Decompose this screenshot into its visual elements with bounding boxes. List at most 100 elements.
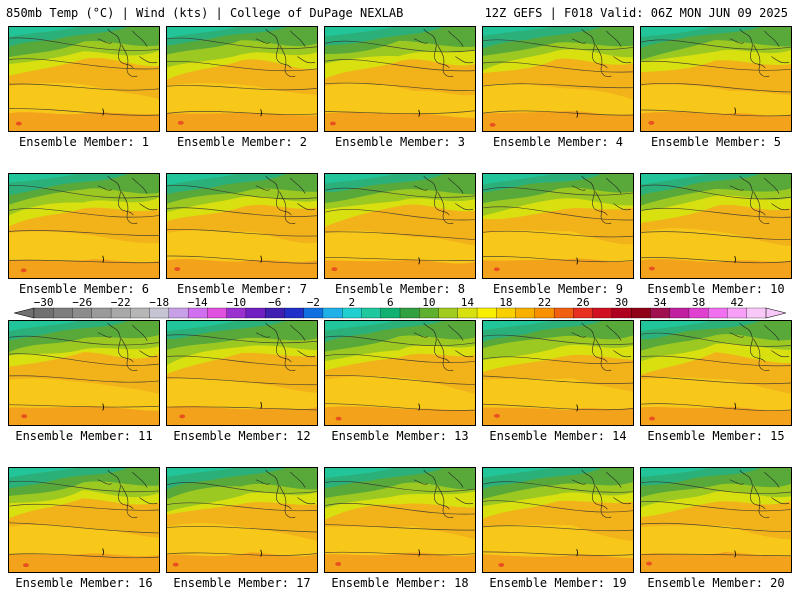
colorbar-segment <box>168 307 189 319</box>
colorbar-tick-label: −14 <box>187 296 208 309</box>
ensemble-member-map <box>166 320 318 426</box>
ensemble-member-map <box>166 26 318 132</box>
colorbar-segment <box>187 307 208 319</box>
ensemble-member-label: Ensemble Member: 4 <box>492 135 624 149</box>
ensemble-member-map <box>482 320 634 426</box>
ensemble-member-label: Ensemble Member: 10 <box>647 282 785 296</box>
ensemble-member-label: Ensemble Member: 20 <box>647 576 785 590</box>
colorbar-segment <box>496 307 517 319</box>
colorbar-segment <box>72 307 93 319</box>
colorbar-segment <box>669 307 690 319</box>
colorbar-tick-label: 22 <box>537 296 552 309</box>
colorbar-segment <box>342 307 362 319</box>
temperature-colorbar <box>14 307 786 319</box>
ensemble-member-label: Ensemble Member: 19 <box>489 576 627 590</box>
colorbar-tick-label: 10 <box>422 296 436 309</box>
colorbar-segment <box>553 307 574 319</box>
colorbar-segment <box>592 307 613 319</box>
ensemble-member-map <box>482 467 634 573</box>
colorbar-tick-label: 42 <box>730 296 744 309</box>
ensemble-member-label: Ensemble Member: 2 <box>176 135 308 149</box>
colorbar-segment <box>727 307 748 319</box>
ensemble-member-map <box>640 320 792 426</box>
colorbar-tick-label: −22 <box>110 296 131 309</box>
colorbar-segment <box>515 307 536 319</box>
ensemble-member-label: Ensemble Member: 11 <box>15 429 153 443</box>
colorbar-tick-label: 30 <box>614 296 629 309</box>
ensemble-member-label: Ensemble Member: 15 <box>647 429 785 443</box>
ensemble-member-map <box>640 467 792 573</box>
ensemble-member-label: Ensemble Member: 17 <box>173 576 311 590</box>
colorbar-left-arrow <box>14 307 35 319</box>
colorbar-tick-label: 14 <box>460 296 475 309</box>
colorbar-segment <box>611 307 632 319</box>
colorbar-segment <box>110 307 131 319</box>
colorbar-segment <box>476 307 497 319</box>
colorbar-segment <box>688 307 709 319</box>
colorbar-segment <box>457 307 478 319</box>
colorbar-right-arrow <box>765 307 786 319</box>
colorbar-segment <box>534 307 555 319</box>
colorbar-segment <box>361 307 382 319</box>
colorbar-tick-label: 38 <box>691 296 706 309</box>
colorbar-segment <box>149 307 170 319</box>
ensemble-member-map <box>166 173 318 279</box>
colorbar-tick-label: 2 <box>348 296 356 309</box>
ensemble-member-map <box>8 320 160 426</box>
colorbar-segment <box>226 307 247 319</box>
ensemble-member-map <box>482 26 634 132</box>
ensemble-member-label: Ensemble Member: 9 <box>492 282 624 296</box>
colorbar-segment <box>303 307 324 319</box>
ensemble-member-map <box>482 173 634 279</box>
ensemble-member-label: Ensemble Member: 3 <box>334 135 466 149</box>
colorbar-tick-label: −10 <box>226 296 247 309</box>
map-title: 850mb Temp (°C) | Wind (kts) | College o… <box>6 6 404 20</box>
ensemble-member-label: Ensemble Member: 6 <box>18 282 150 296</box>
colorbar-tick-label: −30 <box>33 296 54 309</box>
model-run-info: 12Z GEFS | F018 Valid: 06Z MON JUN 09 20… <box>484 6 788 20</box>
colorbar-tick-label: 34 <box>653 296 667 309</box>
ensemble-member-label: Ensemble Member: 7 <box>176 282 308 296</box>
colorbar-segment <box>399 307 420 319</box>
colorbar-segment <box>265 307 285 319</box>
colorbar-segment <box>650 307 671 319</box>
ensemble-member-map <box>324 320 476 426</box>
ensemble-member-map <box>8 26 160 132</box>
colorbar-tick-label: −18 <box>149 296 170 309</box>
colorbar-segment <box>284 307 305 319</box>
ensemble-member-label: Ensemble Member: 13 <box>331 429 469 443</box>
colorbar-segment <box>631 307 651 319</box>
ensemble-member-label: Ensemble Member: 1 <box>18 135 150 149</box>
ensemble-member-label: Ensemble Member: 8 <box>334 282 466 296</box>
colorbar-tick-label: −6 <box>268 296 282 309</box>
ensemble-member-label: Ensemble Member: 12 <box>173 429 311 443</box>
colorbar-segment <box>245 307 266 319</box>
colorbar-tick-label: 18 <box>499 296 513 309</box>
ensemble-member-label: Ensemble Member: 5 <box>650 135 782 149</box>
colorbar-tick-label: 26 <box>576 296 590 309</box>
colorbar-segment <box>380 307 401 319</box>
ensemble-member-map <box>324 173 476 279</box>
ensemble-member-map <box>166 467 318 573</box>
ensemble-member-map <box>640 26 792 132</box>
colorbar-tick-label: −2 <box>306 296 320 309</box>
ensemble-member-label: Ensemble Member: 18 <box>331 576 469 590</box>
colorbar-tick-label: 6 <box>387 296 394 309</box>
colorbar-segment <box>91 307 112 319</box>
colorbar-segment <box>130 307 151 319</box>
colorbar-segment <box>53 307 73 319</box>
ensemble-member-label: Ensemble Member: 16 <box>15 576 153 590</box>
ensemble-member-map <box>324 467 476 573</box>
colorbar-tick-label: −26 <box>72 296 93 309</box>
colorbar-segment <box>33 307 54 319</box>
colorbar-segment <box>438 307 459 319</box>
ensemble-member-label: Ensemble Member: 14 <box>489 429 627 443</box>
colorbar-segment <box>322 307 343 319</box>
colorbar-segment <box>746 307 767 319</box>
colorbar-segment <box>207 307 228 319</box>
ensemble-member-map <box>324 26 476 132</box>
ensemble-member-map <box>8 173 160 279</box>
colorbar-segment <box>708 307 728 319</box>
colorbar-segment <box>419 307 439 319</box>
ensemble-member-map <box>8 467 160 573</box>
